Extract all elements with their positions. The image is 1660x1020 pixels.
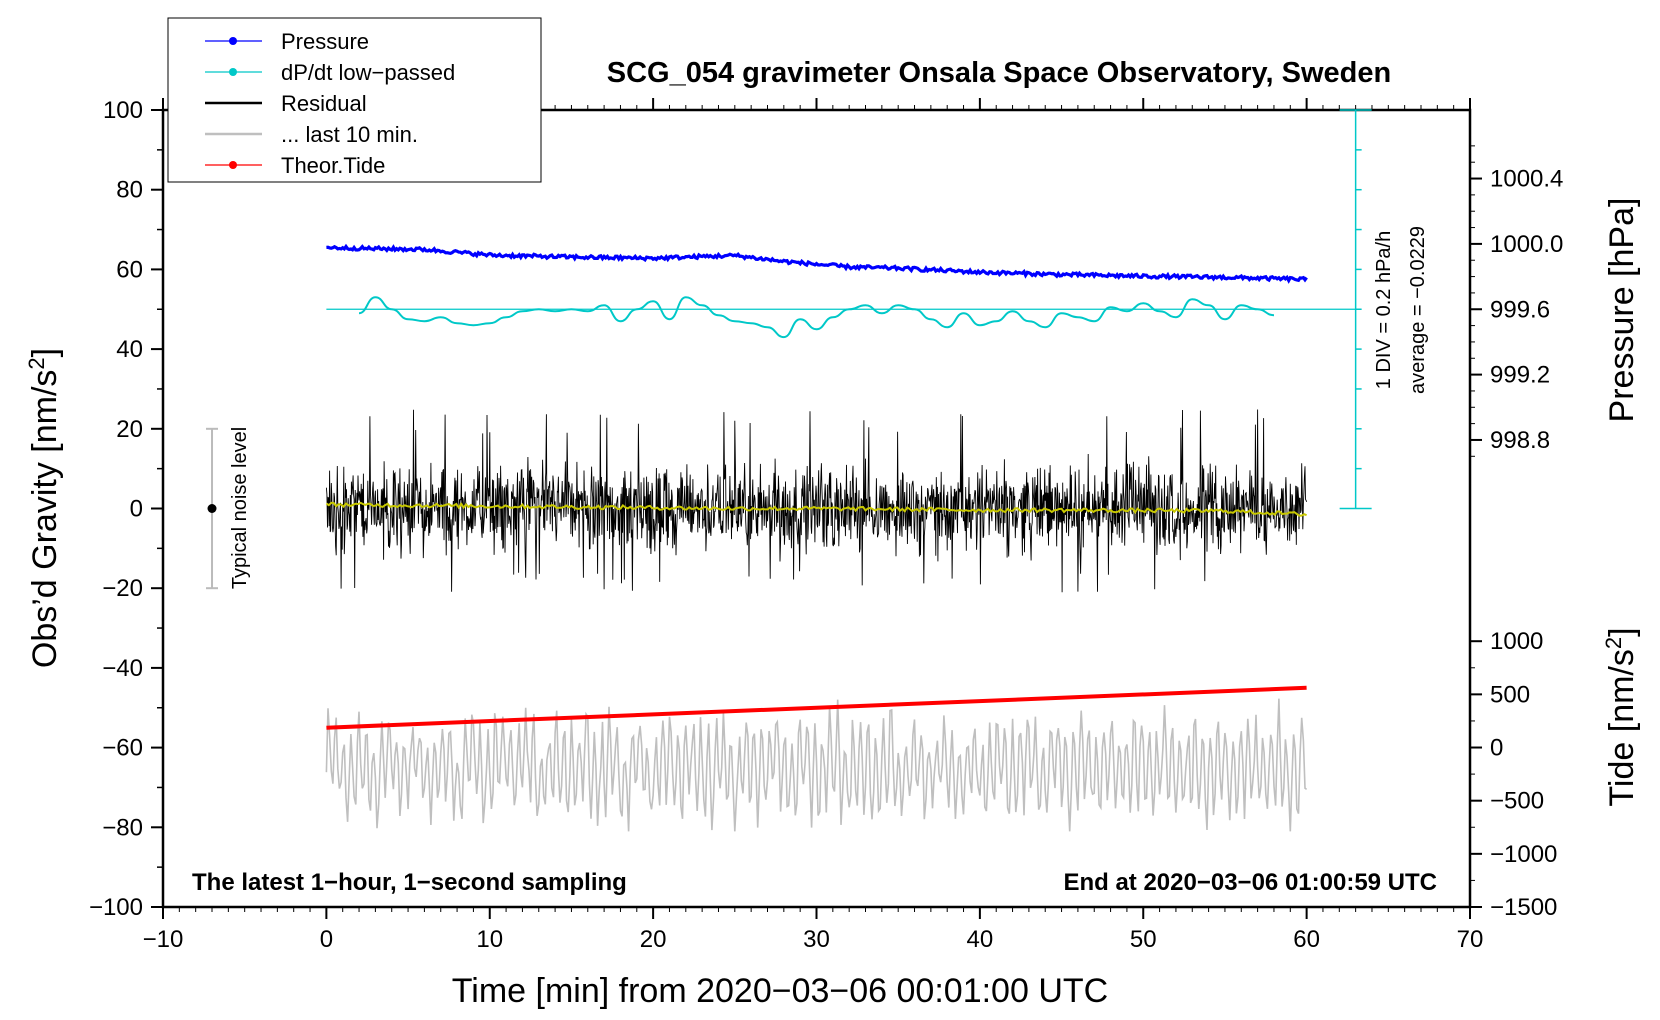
y-tick-label: 60 bbox=[116, 256, 143, 283]
x-axis: −10 0 10 20 30 40 50 60 70 bbox=[143, 98, 1484, 953]
legend-marker bbox=[229, 68, 237, 76]
y-tick-label: 100 bbox=[103, 97, 143, 124]
y-tick-label: −20 bbox=[102, 575, 143, 602]
tide-tick-label: 0 bbox=[1490, 735, 1503, 762]
series-residual-lowpass bbox=[325, 501, 1307, 517]
y-axis-title-gravity-sup: 2 bbox=[24, 357, 49, 369]
tide-tick-label: −1500 bbox=[1490, 894, 1557, 921]
y-tick-label: −80 bbox=[102, 814, 143, 841]
y-axis-title-gravity-text: Obs’d Gravity [nm/s bbox=[26, 370, 64, 669]
series-layer bbox=[325, 243, 1356, 832]
y-axis-gravity: 100 80 60 40 20 0 −20 −40 −60 −80 −100 bbox=[89, 97, 163, 921]
pressure-scale-div-label: 1 DIV = 0.2 hPa/h bbox=[1373, 231, 1395, 389]
x-tick-label: 50 bbox=[1130, 926, 1157, 953]
x-tick-label: 0 bbox=[320, 926, 333, 953]
x-tick-label: 30 bbox=[803, 926, 830, 953]
pressure-tick-label: 1000.4 bbox=[1490, 166, 1563, 193]
y-axis-title-tide-end: ] bbox=[1603, 627, 1641, 636]
legend-marker bbox=[229, 37, 237, 45]
pressure-rate-scale bbox=[1339, 109, 1372, 510]
x-tick-label: 70 bbox=[1457, 926, 1484, 953]
y-tick-label: −40 bbox=[102, 655, 143, 682]
tide-tick-label: 1000 bbox=[1490, 628, 1543, 655]
legend: Pressure dP/dt low−passed Residual ... last… bbox=[167, 17, 542, 183]
pressure-scale-average-label: average = −0.0229 bbox=[1407, 226, 1429, 394]
noise-level-bar bbox=[206, 427, 219, 590]
noise-level-label: Typical noise level bbox=[229, 427, 251, 589]
y-tick-label: −100 bbox=[89, 894, 143, 921]
y-tick-label: 40 bbox=[116, 336, 143, 363]
y-tick-label: 0 bbox=[130, 496, 143, 523]
pressure-tick-label: 998.8 bbox=[1490, 427, 1550, 454]
legend-label: dP/dt low−passed bbox=[281, 60, 455, 85]
y-tick-label: −60 bbox=[102, 735, 143, 762]
y-axis-tide: 1000 500 0 −500 −1000 −1500 bbox=[1470, 628, 1557, 921]
y-axis-pressure: 1000.4 1000.0 999.6 999.2 998.8 bbox=[1470, 145, 1563, 457]
y-axis-title-tide: Tide [nm/s2] bbox=[1601, 627, 1642, 806]
legend-label: Residual bbox=[281, 91, 367, 116]
pressure-tick-label: 1000.0 bbox=[1490, 231, 1563, 258]
series-theor-tide bbox=[326, 685, 1307, 730]
tide-tick-label: −1000 bbox=[1490, 841, 1557, 868]
annotation-sampling: The latest 1−hour, 1−second sampling bbox=[192, 869, 627, 896]
legend-label: Theor.Tide bbox=[281, 153, 385, 178]
annotation-end-time: End at 2020−03−06 01:00:59 UTC bbox=[1063, 869, 1437, 896]
y-axis-title-gravity: Obs’d Gravity [nm/s2] bbox=[24, 348, 65, 668]
x-tick-label: −10 bbox=[143, 926, 184, 953]
y-axis-title-tide-text: Tide [nm/s bbox=[1603, 649, 1641, 806]
legend-box bbox=[167, 17, 542, 183]
y-tick-label: 80 bbox=[116, 177, 143, 204]
pressure-tick-label: 999.2 bbox=[1490, 362, 1550, 389]
legend-label: Pressure bbox=[281, 29, 369, 54]
y-axis-title-tide-sup: 2 bbox=[1601, 637, 1626, 649]
y-tick-label: 20 bbox=[116, 416, 143, 443]
x-tick-label: 40 bbox=[967, 926, 994, 953]
series-pressure bbox=[326, 243, 1308, 284]
tide-tick-label: −500 bbox=[1490, 788, 1544, 815]
y-axis-title-pressure: Pressure [hPa] bbox=[1603, 198, 1641, 423]
x-axis-title: Time [min] from 2020−03−06 00:01:00 UTC bbox=[452, 972, 1108, 1010]
series-dpdt bbox=[358, 296, 1275, 339]
chart-title: SCG_054 gravimeter Onsala Space Observat… bbox=[607, 57, 1391, 89]
x-tick-label: 20 bbox=[640, 926, 667, 953]
tide-tick-label: 500 bbox=[1490, 681, 1530, 708]
y-axis-title-gravity-end: ] bbox=[26, 348, 64, 357]
x-tick-label: 60 bbox=[1293, 926, 1320, 953]
legend-label: ... last 10 min. bbox=[281, 122, 418, 147]
series-residual bbox=[325, 409, 1308, 593]
series-last-10-min bbox=[325, 698, 1308, 832]
pressure-tick-label: 999.6 bbox=[1490, 296, 1550, 323]
legend-marker bbox=[229, 161, 237, 169]
noise-bar-center-dot bbox=[207, 504, 217, 513]
x-tick-label: 10 bbox=[476, 926, 503, 953]
